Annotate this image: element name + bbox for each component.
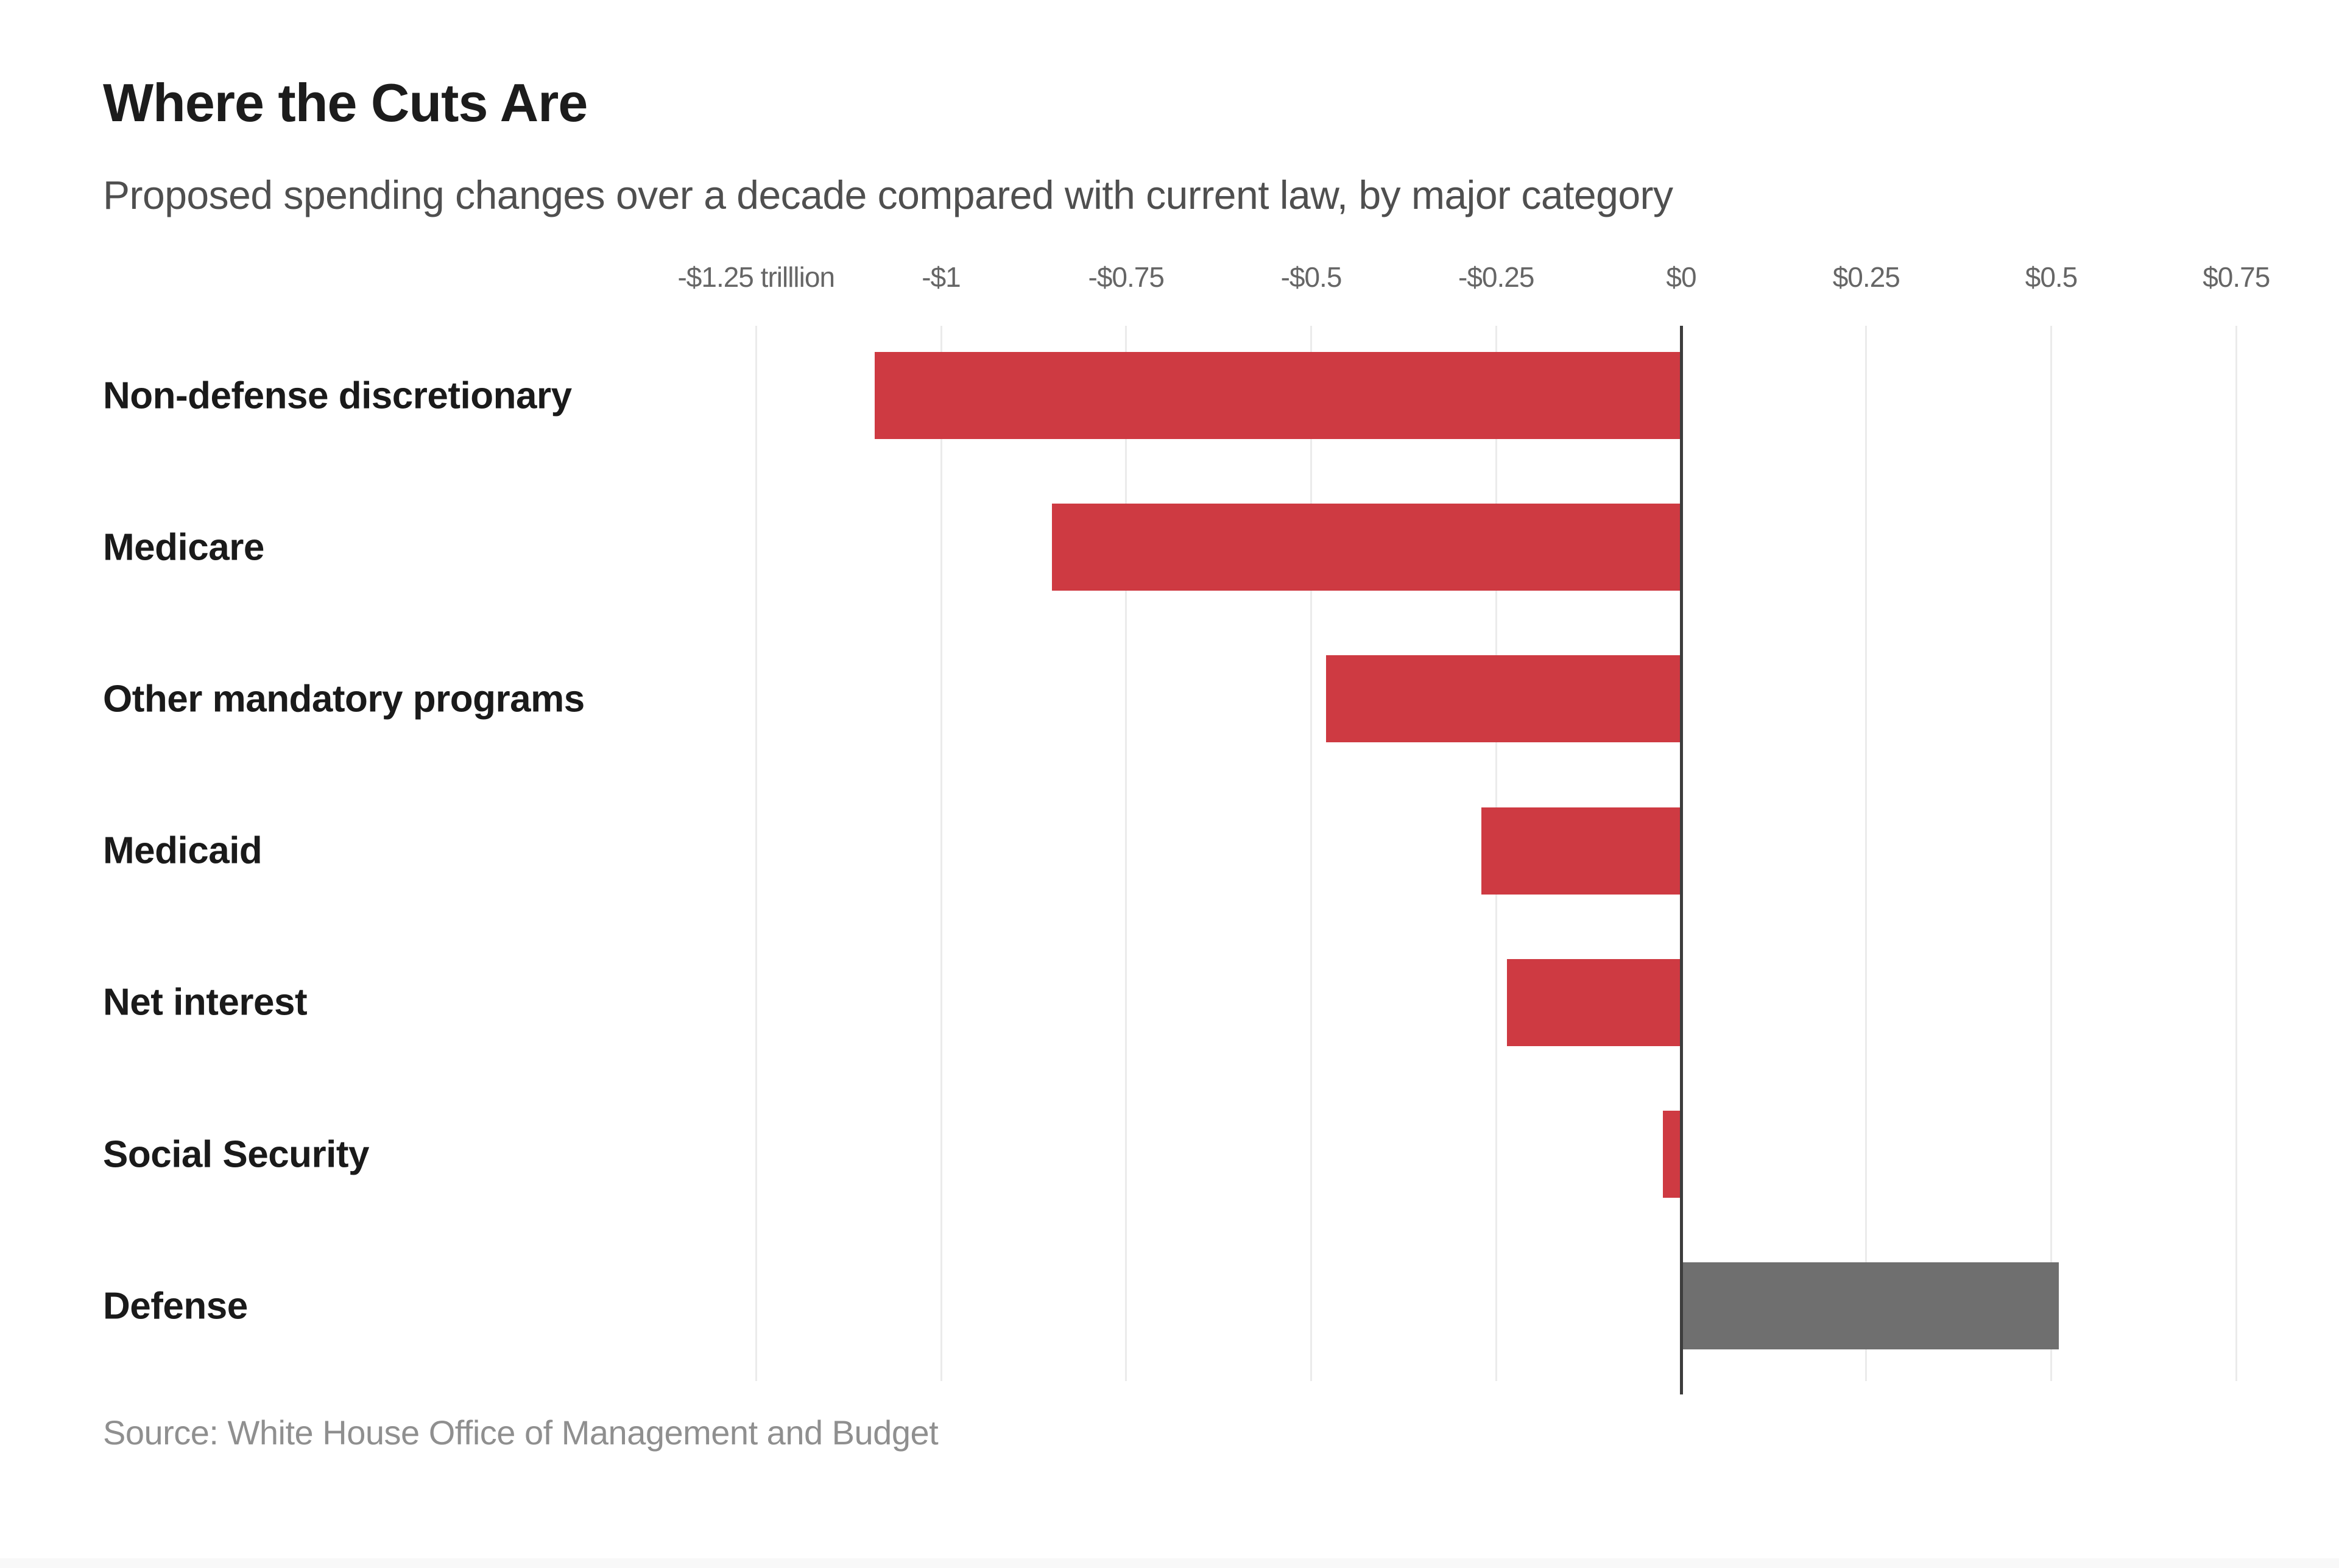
- x-tick-0-75: -$0.75: [1088, 261, 1165, 293]
- bar-net-interest: [1507, 958, 1681, 1046]
- category-label-net-interest: Net interest: [103, 981, 308, 1024]
- x-tick-0-5: -$0.5: [1280, 261, 1342, 293]
- source-note: Source: White House Office of Management…: [103, 1413, 939, 1452]
- x-tick-0-25: $0.25: [1832, 261, 1900, 293]
- bar-medicare: [1052, 504, 1681, 591]
- x-tick-0-25: -$0.25: [1458, 261, 1534, 293]
- x-tick-0: $0: [1666, 261, 1696, 293]
- bar-other-mandatory-programs: [1325, 655, 1681, 743]
- bar-non-defense-discretionary: [874, 352, 1681, 439]
- gridline-0-5: [2050, 326, 2052, 1381]
- gridline-1: [940, 326, 942, 1381]
- chart-subtitle: Proposed spending changes over a decade …: [103, 172, 1673, 217]
- bar-social-security: [1662, 1111, 1681, 1198]
- x-tick-0-75: $0.75: [2203, 261, 2270, 293]
- category-label-non-defense-discretionary: Non-defense discretionary: [103, 374, 572, 417]
- gridline-0-25: [1865, 326, 1868, 1381]
- x-tick-1-25-trilllion: -$1.25 trilllion: [677, 261, 835, 293]
- chart-title: Where the Cuts Are: [103, 72, 588, 133]
- zero-axis-line: [1679, 326, 1683, 1394]
- category-label-social-security: Social Security: [103, 1133, 370, 1175]
- gridline-0-75: [2235, 326, 2237, 1381]
- bottom-strip: [0, 1558, 2339, 1568]
- bar-medicaid: [1481, 807, 1681, 895]
- category-label-defense: Defense: [103, 1285, 248, 1327]
- category-label-medicare: Medicare: [103, 526, 264, 569]
- gridline-0-75: [1125, 326, 1127, 1381]
- category-label-other-mandatory-programs: Other mandatory programs: [103, 678, 585, 720]
- bar-defense: [1681, 1262, 2059, 1350]
- gridline-0-5: [1310, 326, 1312, 1381]
- gridline-1-25-trilllion: [755, 326, 757, 1381]
- category-label-medicaid: Medicaid: [103, 829, 263, 872]
- x-tick-1: -$1: [922, 261, 961, 293]
- x-tick-0-5: $0.5: [2025, 261, 2078, 293]
